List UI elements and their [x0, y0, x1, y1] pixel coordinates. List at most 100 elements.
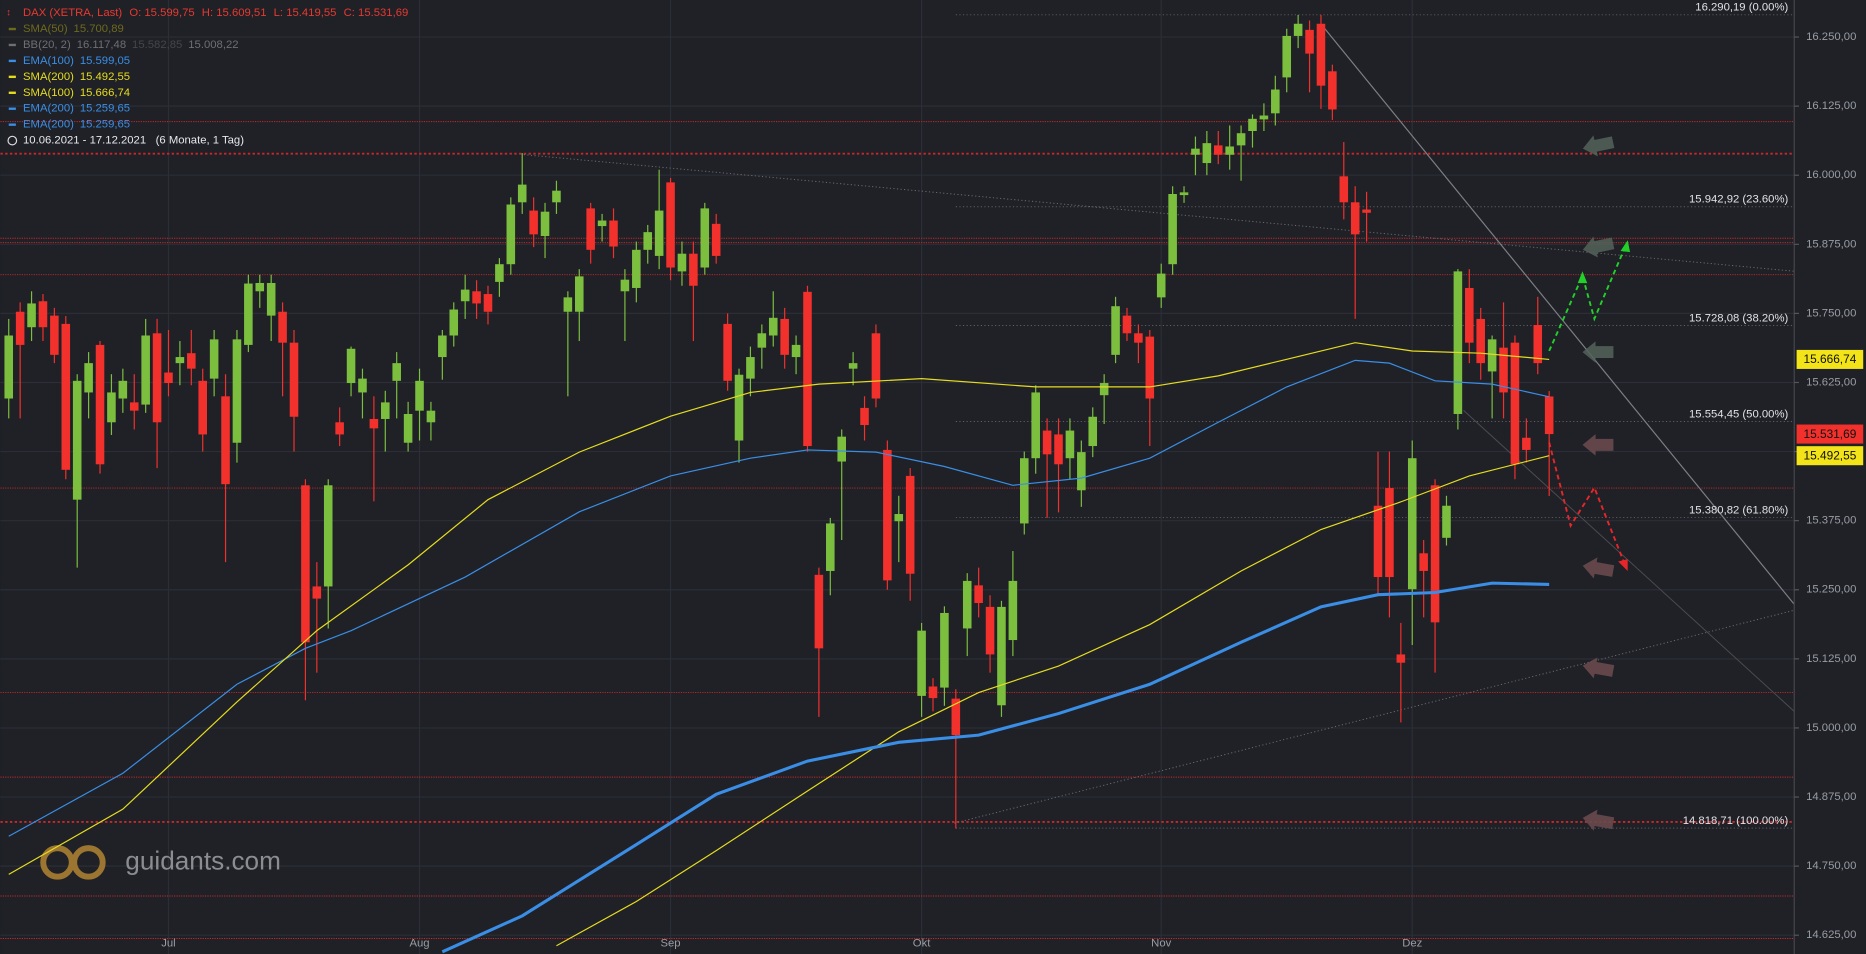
forecast-arrow — [1548, 442, 1628, 569]
candle-body — [175, 357, 185, 364]
candle-body — [27, 303, 36, 328]
forecast-arrow — [1548, 243, 1628, 352]
candle-body — [50, 315, 59, 355]
candle-body — [985, 606, 995, 655]
legend-name: SMA(100) — [23, 87, 74, 99]
candle-body — [643, 232, 653, 250]
candle-body — [129, 402, 139, 411]
trendline — [954, 609, 1795, 824]
candle-body — [757, 333, 767, 348]
candle-body — [187, 353, 196, 369]
candle-body — [1396, 654, 1406, 663]
legend-value: 15.582,85 — [132, 39, 182, 51]
legend-name: EMA(200) — [23, 103, 74, 115]
indicator-line — [441, 581, 1550, 954]
candle-body — [1533, 325, 1543, 364]
candle-body — [814, 574, 824, 649]
candle-body — [597, 220, 607, 227]
y-tick-label: 15.125,00 — [1806, 653, 1856, 665]
signal-arrow — [1582, 809, 1615, 831]
x-tick-label: Sep — [661, 937, 681, 949]
fib-label: 15.380,82 (61.80%) — [1689, 504, 1788, 516]
candle-body — [848, 363, 858, 369]
arrow-head — [1620, 240, 1631, 253]
clock-icon — [7, 135, 18, 146]
candle-body — [152, 333, 162, 423]
candle-body — [666, 182, 675, 268]
fib-label: 16.290,19 (0.00%) — [1695, 2, 1788, 14]
candle-body — [72, 380, 82, 500]
candle-body — [483, 294, 493, 312]
ohlc-label: C: 15.531,69 — [344, 7, 409, 19]
price-badge — [1796, 424, 1864, 444]
candle-body — [689, 253, 698, 286]
candle-body — [734, 374, 744, 441]
candle-body — [917, 630, 926, 696]
legend-value: 15.700,89 — [74, 23, 124, 35]
candle-body — [381, 402, 390, 419]
legend-name: SMA(200) — [23, 71, 74, 83]
candle-body — [255, 282, 265, 292]
legend-entry: BB(20, 2) 16.117,48 15.582,85 15.008,22 — [23, 39, 239, 51]
drawings — [523, 23, 1795, 831]
candle-body — [609, 220, 618, 247]
candle-body — [905, 475, 915, 574]
candle-body — [962, 580, 972, 629]
candle-body — [552, 190, 561, 203]
candle-body — [1419, 553, 1428, 571]
candle-body — [768, 317, 778, 336]
logo: guidants.com — [40, 845, 281, 880]
candle-body — [1510, 342, 1520, 465]
candle-body — [517, 184, 527, 203]
legend-entry: SMA(200) 15.492,55 — [23, 71, 130, 83]
arrow-head — [1577, 271, 1588, 284]
legend-value: 15.666,74 — [80, 87, 130, 99]
candle-body — [1442, 505, 1451, 538]
candle-body — [118, 380, 128, 399]
candle-body — [209, 339, 219, 379]
candle-body — [1054, 434, 1063, 465]
trendline — [1320, 23, 1795, 605]
candle-body — [95, 344, 105, 465]
y-tick-label: 15.625,00 — [1806, 376, 1856, 388]
candle-body — [1202, 143, 1212, 164]
candle-body — [392, 363, 401, 381]
candle-body — [15, 311, 25, 345]
signal-arrow — [1582, 557, 1615, 579]
candle-body — [1008, 580, 1018, 641]
price-badge-label: 15.531,69 — [1803, 427, 1856, 441]
price-badge — [1796, 446, 1864, 466]
x-tick-label: Jul — [161, 937, 175, 949]
candle-body — [1168, 194, 1177, 265]
candle-body — [1522, 437, 1531, 450]
arrow-head — [1618, 559, 1628, 571]
candle-body — [1373, 505, 1383, 578]
candle-body — [563, 297, 573, 312]
logo-mark — [71, 845, 106, 880]
y-tick-label: 15.750,00 — [1806, 307, 1856, 319]
legend-name: BB(20, 2) — [23, 39, 71, 51]
candle-body — [141, 335, 150, 405]
candle-body — [746, 357, 755, 379]
candle-body — [871, 333, 881, 399]
candle-body — [974, 585, 983, 604]
candle-body — [1385, 488, 1394, 578]
candle-body — [1225, 146, 1234, 155]
candle-body — [1407, 458, 1417, 590]
candle-body — [928, 686, 938, 699]
logo-text: guidants.com — [125, 845, 281, 875]
candle-body — [61, 323, 71, 470]
legend-entry: SMA(50) 15.700,89 — [23, 23, 124, 35]
candle-body — [894, 514, 904, 522]
candle-body — [369, 418, 379, 429]
candle-body — [426, 410, 436, 423]
candle-body — [1362, 209, 1371, 213]
legend-value: 15.492,55 — [80, 71, 130, 83]
signal-arrow — [1582, 236, 1615, 258]
candle-body — [540, 211, 550, 237]
x-tick-label: Okt — [913, 937, 931, 949]
fib-label: 14.818,71 (100.00%) — [1683, 815, 1789, 827]
legend-entry: EMA(200) 15.259,65 — [23, 119, 130, 131]
candle-body — [860, 407, 869, 426]
candle-body — [1020, 458, 1029, 524]
